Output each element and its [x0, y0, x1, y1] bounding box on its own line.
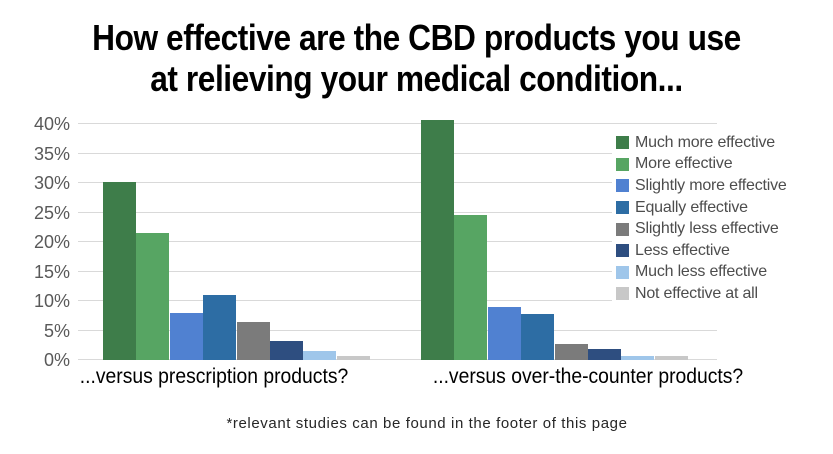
y-tick-label-40%: 40%	[33, 114, 70, 134]
legend: Much more effective More effective Slightl…	[612, 130, 791, 309]
plot-area	[78, 115, 717, 360]
legend-item-much-more-effective: Much more effective	[616, 132, 787, 154]
category-label-otc: ...versus over-the-counter products?	[432, 365, 744, 388]
legend-swatch-icon	[616, 244, 629, 258]
bar-much-less-effective-cat1	[621, 355, 655, 360]
bar-much-more-effective-cat0	[103, 181, 136, 360]
bar-slightly-more-effective-cat0	[169, 313, 203, 360]
legend-swatch-icon	[616, 222, 629, 236]
bar-more-effective-cat0	[136, 232, 170, 360]
bar-equally-effective-cat0	[203, 294, 237, 360]
legend-item-slightly-more-effective: Slightly more effective	[616, 175, 787, 197]
legend-label: Slightly less effective	[635, 220, 779, 238]
gridline-30%	[78, 182, 717, 183]
y-tick-label-0%: 0%	[43, 350, 70, 370]
gridline-10%	[78, 300, 717, 301]
y-axis: 0% 5% 10% 15% 20% 25% 30% 35% 40%	[0, 114, 70, 369]
bar-slightly-less-effective-cat1	[554, 344, 588, 360]
legend-item-equally-effective: Equally effective	[616, 197, 787, 219]
chart-title-line2: at relieving your medical condition...	[150, 58, 683, 99]
category-label-prescription: ...versus prescription products?	[79, 365, 349, 388]
gridline-15%	[78, 270, 717, 272]
gridline-25%	[78, 211, 717, 213]
bar-much-more-effective-cat1	[421, 119, 454, 360]
bar-not-effective-at-all-cat1	[654, 356, 688, 360]
legend-swatch-icon	[616, 157, 629, 171]
legend-label: More effective	[635, 155, 733, 173]
chart-title: How effective are the CBD products you u…	[0, 17, 833, 99]
legend-item-not-effective-at-all: Not effective at all	[616, 283, 787, 305]
legend-item-more-effective: More effective	[616, 154, 787, 176]
bar-much-less-effective-cat0	[303, 350, 337, 360]
y-tick-label-30%: 30%	[33, 173, 70, 193]
bar-more-effective-cat1	[454, 214, 488, 360]
y-tick-label-35%: 35%	[33, 143, 70, 164]
legend-item-less-effective: Less effective	[616, 240, 787, 262]
bar-less-effective-cat0	[270, 341, 303, 360]
legend-label: Not effective at all	[635, 284, 758, 302]
bar-less-effective-cat1	[588, 348, 621, 360]
y-tick-label-25%: 25%	[33, 202, 70, 223]
legend-swatch-icon	[616, 287, 629, 301]
bar-slightly-less-effective-cat0	[236, 321, 270, 360]
legend-label: Much less effective	[635, 263, 767, 281]
chart-title-line1: How effective are the CBD products you u…	[92, 17, 741, 58]
legend-swatch-icon	[616, 201, 629, 215]
gridline-20%	[78, 241, 717, 242]
bar-not-effective-at-all-cat0	[336, 356, 370, 360]
gridline-0%	[78, 359, 717, 360]
legend-label: Less effective	[635, 241, 730, 259]
legend-label: Slightly more effective	[635, 176, 787, 194]
gridline-40%	[78, 123, 717, 124]
footer-note: *relevant studies can be found in the fo…	[226, 415, 628, 432]
bar-slightly-more-effective-cat1	[487, 306, 521, 360]
y-tick-label-20%: 20%	[33, 232, 70, 252]
legend-label: Equally effective	[635, 198, 748, 216]
legend-swatch-icon	[616, 179, 629, 193]
gridline-35%	[78, 152, 717, 154]
bar-equally-effective-cat1	[521, 313, 555, 360]
y-tick-label-15%: 15%	[33, 261, 70, 282]
legend-swatch-icon	[616, 136, 629, 150]
gridline-5%	[78, 329, 717, 331]
legend-item-slightly-less-effective: Slightly less effective	[616, 218, 787, 240]
y-tick-label-10%: 10%	[33, 291, 70, 311]
legend-label: Much more effective	[635, 133, 775, 151]
y-tick-label-5%: 5%	[43, 320, 70, 341]
legend-item-much-less-effective: Much less effective	[616, 262, 787, 284]
legend-swatch-icon	[616, 265, 629, 279]
